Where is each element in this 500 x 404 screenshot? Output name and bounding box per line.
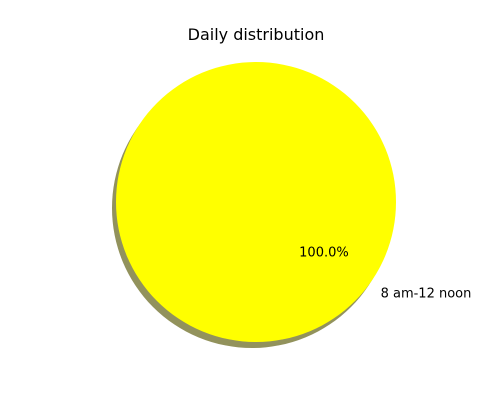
pie-category-label: 8 am-12 noon — [381, 287, 472, 302]
pie-percent-label: 100.0% — [299, 245, 349, 260]
pie-slices — [116, 62, 396, 342]
chart-title: Daily distribution — [188, 25, 325, 44]
pie-slice — [116, 62, 396, 342]
pie-labels: 8 am-12 noon 100.0% — [299, 245, 471, 301]
